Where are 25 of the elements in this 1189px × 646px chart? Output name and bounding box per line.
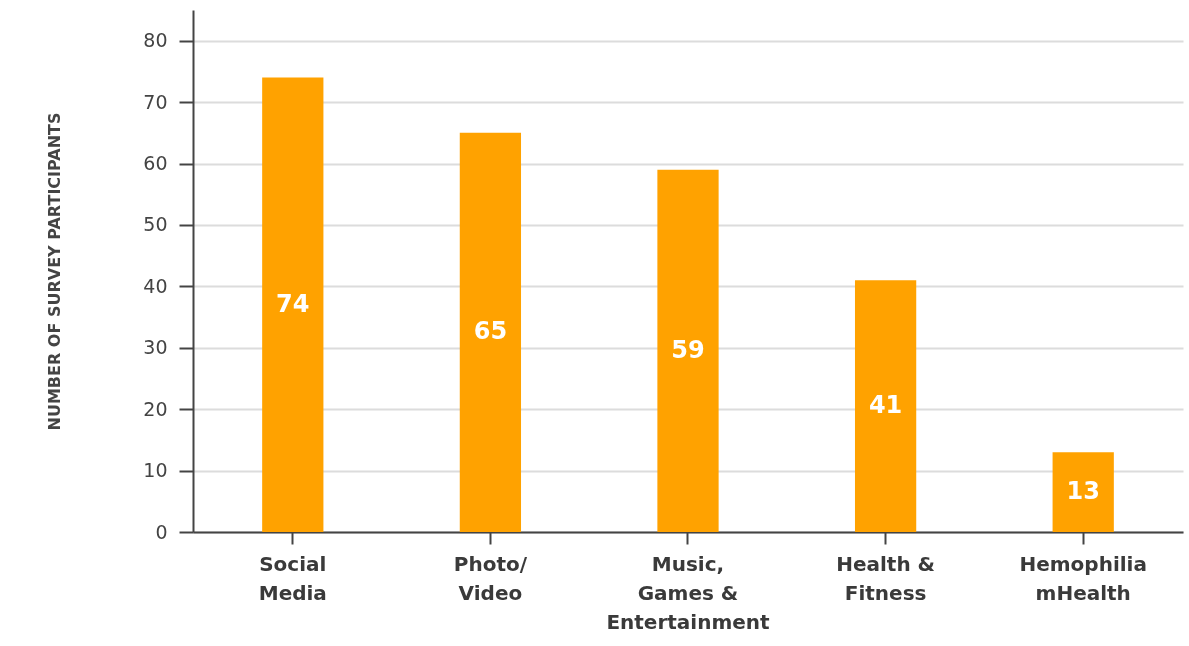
- y-tick-label: 40: [143, 274, 168, 297]
- data-label: 74: [276, 289, 310, 318]
- data-label: 41: [868, 391, 903, 420]
- y-axis-title: NUMBER OF SURVEY PARTICIPANTS: [45, 112, 65, 431]
- bar: [262, 77, 324, 532]
- y-tick-label: 60: [143, 152, 168, 175]
- bar: [854, 280, 917, 532]
- y-tick-label: 70: [143, 90, 168, 113]
- x-tick-label: Photo/ Video: [453, 551, 528, 605]
- y-tick-label: 30: [143, 336, 168, 359]
- bar: [657, 169, 719, 532]
- x-tick-label: Social Media: [258, 551, 327, 605]
- x-tick-label: Health & Fitness: [836, 551, 936, 605]
- x-tick-label: Hemophilia mHealth: [1019, 551, 1147, 605]
- y-tick-label: 0: [155, 520, 168, 543]
- y-tick-label: 50: [143, 213, 168, 236]
- bar: [1052, 452, 1114, 532]
- data-label: 65: [473, 317, 508, 346]
- y-tick-label: 80: [143, 29, 168, 52]
- bar: [459, 132, 522, 532]
- data-label: 13: [1066, 477, 1100, 506]
- x-tick-label: Music, Games & Entertainment: [606, 551, 771, 634]
- data-label: 59: [671, 335, 705, 364]
- y-tick-label: 20: [143, 397, 168, 420]
- y-tick-label: 10: [143, 459, 168, 482]
